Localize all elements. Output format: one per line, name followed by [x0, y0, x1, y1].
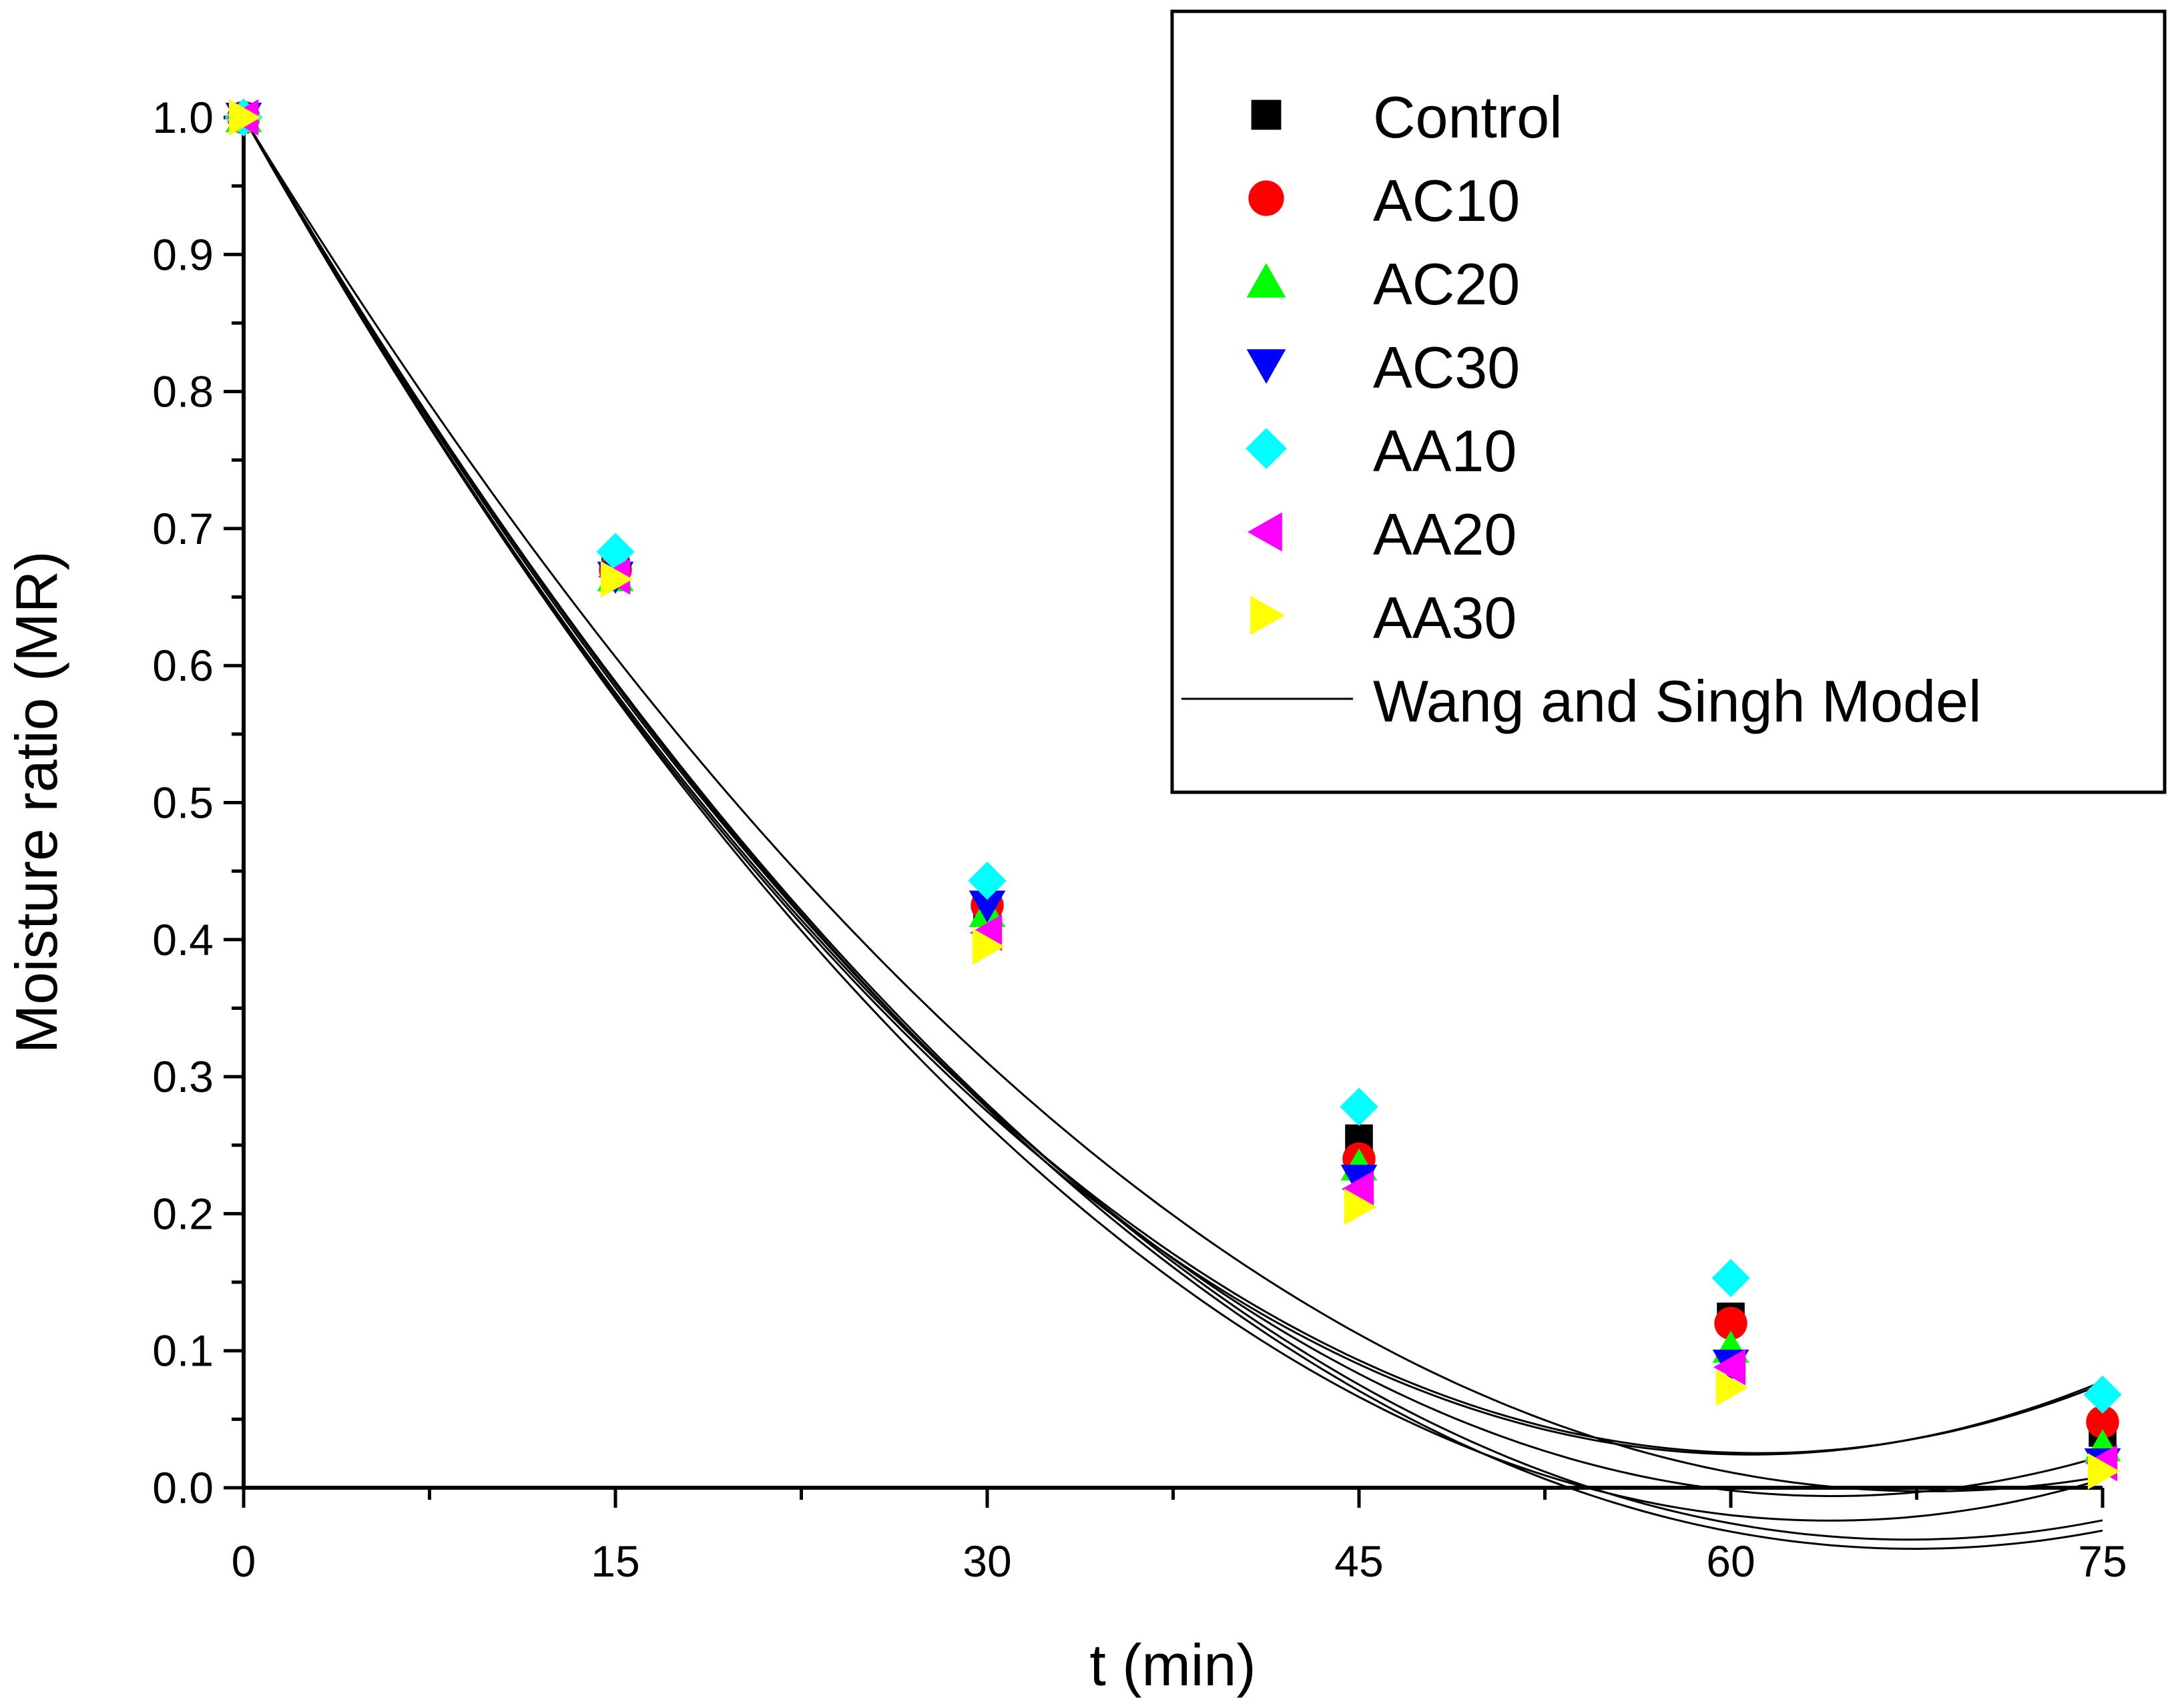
legend-marker-ac30 [1246, 349, 1286, 384]
legend-label-ac10: AC10 [1373, 168, 1520, 234]
model-curve-6 [242, 117, 2103, 1550]
x-axis-title: t (min) [1089, 1632, 1256, 1698]
y-tick-label: 0.4 [152, 915, 214, 964]
x-tick-label: 75 [2078, 1536, 2127, 1586]
y-tick-label: 0.9 [152, 230, 214, 279]
legend: Control AC10 AC20 AC30 AA10 AA20 AA30 Wang and … [1170, 9, 2167, 794]
data-point-aa20 [1713, 1349, 1746, 1386]
data-point-ac10 [2086, 1405, 2119, 1439]
legend-entries: Control AC10 AC20 AC30 AA10 AA20 AA30 Wang and … [1181, 84, 1982, 734]
data-point-aa10 [2083, 1375, 2122, 1414]
legend-marker-aa30 [1250, 595, 1285, 635]
legend-marker-ac10 [1248, 180, 1284, 216]
data-point-aa10 [1340, 1087, 1378, 1126]
data-point-aa30 [1344, 1188, 1376, 1225]
y-tick-label: 0.8 [152, 367, 214, 416]
legend-marker-control [1251, 99, 1282, 130]
y-tick-label: 0.3 [152, 1052, 214, 1101]
model-curves [242, 117, 2103, 1550]
legend-label-ac20: AC20 [1373, 251, 1520, 317]
y-ticks: 0.0 0.1 0.2 0.3 0.4 0.5 0.6 0.7 0.8 0.9 1.0 [152, 93, 244, 1512]
y-tick-label: 0.0 [152, 1463, 214, 1512]
data-point-aa30 [600, 561, 633, 598]
x-tick-label: 60 [1706, 1536, 1755, 1586]
model-curve-4 [242, 117, 2103, 1541]
y-tick-label: 0.6 [152, 641, 214, 690]
x-tick-label: 15 [591, 1536, 639, 1586]
y-tick-label: 0.2 [152, 1189, 214, 1238]
y-tick-label: 0.7 [152, 504, 214, 553]
model-curve-3 [242, 117, 2103, 1498]
y-tick-label: 0.1 [152, 1326, 214, 1376]
legend-label-aa20: AA20 [1373, 501, 1517, 567]
legend-label-model: Wang and Singh Model [1373, 668, 1982, 734]
data-markers [224, 98, 2122, 1490]
data-point-aa10 [1711, 1259, 1750, 1298]
x-tick-label: 30 [963, 1536, 1011, 1586]
legend-label-aa30: AA30 [1373, 585, 1517, 651]
legend-marker-ac20 [1246, 263, 1286, 298]
legend-label-aa10: AA10 [1373, 418, 1517, 484]
legend-label-control: Control [1373, 84, 1563, 150]
model-curve-7 [242, 117, 2103, 1492]
data-point-aa30 [1715, 1369, 1748, 1406]
data-point-aa20 [1342, 1171, 1374, 1207]
data-point-aa30 [2087, 1453, 2120, 1490]
model-curve-5 [242, 117, 2103, 1522]
legend-marker-aa20 [1248, 512, 1282, 552]
x-ticks: 0 15 30 45 60 75 [232, 1488, 2127, 1586]
y-axis-title: Moisture ratio (MR) [3, 551, 69, 1054]
legend-label-ac30: AC30 [1373, 334, 1520, 400]
y-tick-label: 0.5 [152, 778, 214, 828]
data-point-ac30 [969, 890, 1006, 923]
x-tick-label: 0 [232, 1536, 256, 1586]
data-point-ac10 [1714, 1306, 1747, 1340]
y-tick-label: 1.0 [152, 93, 214, 142]
data-point-aa10 [968, 861, 1007, 900]
x-tick-label: 45 [1334, 1536, 1383, 1586]
legend-marker-aa10 [1246, 428, 1287, 469]
data-point-aa30 [972, 928, 1005, 965]
model-curve-2 [242, 117, 2103, 1454]
data-point-aa30 [228, 99, 261, 136]
legend-box [1170, 9, 2167, 794]
